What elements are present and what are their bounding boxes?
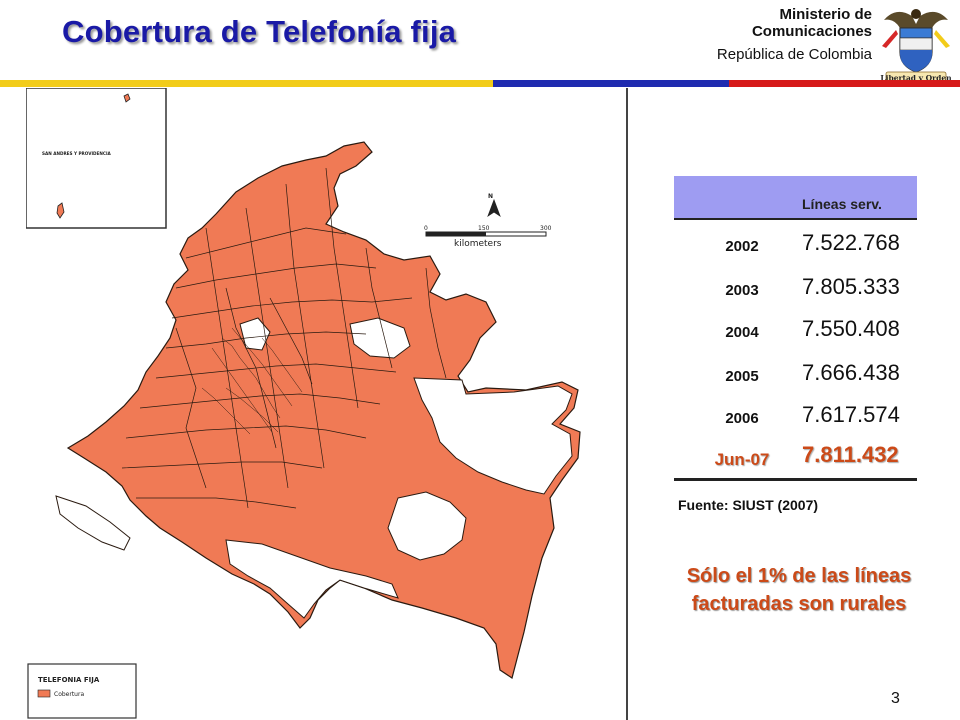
header-bar-yellow bbox=[0, 80, 493, 87]
page-number: 3 bbox=[891, 690, 900, 707]
table-row-value: 7.522.768 bbox=[802, 230, 900, 255]
table-row: 2002 7.522.768 bbox=[674, 222, 917, 266]
table-row-year: 2003 bbox=[725, 282, 759, 299]
uncovered-area-east bbox=[413, 377, 573, 495]
table-row: 2005 7.666.438 bbox=[674, 352, 917, 396]
table-row: 2004 7.550.408 bbox=[674, 308, 917, 352]
rural-note: Sólo el 1% de las líneas facturadas son … bbox=[660, 562, 938, 618]
uncovered-area-pacific bbox=[55, 495, 131, 551]
table-row-year: 2006 bbox=[725, 410, 759, 427]
seal-motto: Libertad y Orden bbox=[880, 74, 952, 83]
island-inset-label: SAN ANDRES Y PROVIDENCIA bbox=[42, 151, 112, 156]
municipal-borders bbox=[121, 167, 447, 509]
scale-tick-0: 0 bbox=[424, 225, 428, 232]
rural-note-line2: facturadas son rurales bbox=[691, 593, 907, 615]
legend-swatch bbox=[37, 689, 51, 698]
north-label: N bbox=[488, 193, 493, 200]
table-row: 2003 7.805.333 bbox=[674, 266, 917, 310]
dense-borders bbox=[201, 327, 303, 435]
table-row: 2006 7.617.574 bbox=[674, 394, 917, 438]
coat-of-arms-icon: Libertad y Orden bbox=[880, 9, 952, 84]
table-header: Líneas serv. bbox=[674, 176, 917, 220]
ministry-line1: Ministerio de bbox=[779, 6, 872, 23]
header-bar-red bbox=[729, 80, 960, 87]
uncovered-area-south bbox=[387, 491, 467, 561]
legend-item-label: Cobertura bbox=[54, 691, 84, 698]
map-legend: TELEFONIA FIJA Cobertura bbox=[27, 663, 137, 719]
table-row-value: 7.666.438 bbox=[802, 360, 900, 385]
table-row-value: 7.617.574 bbox=[802, 402, 900, 427]
scale-bar: 0 150 300 kilometers bbox=[424, 225, 552, 249]
table-row-year: Jun-07 bbox=[714, 450, 770, 469]
table-bottom-rule bbox=[674, 478, 917, 481]
ministry-line2: Comunicaciones bbox=[751, 23, 872, 40]
legend-title: TELEFONIA FIJA bbox=[38, 676, 100, 684]
rural-note-line1: Sólo el 1% de las líneas bbox=[686, 565, 912, 587]
uncovered-area-amazon bbox=[225, 539, 399, 619]
table-row-year: 2002 bbox=[725, 238, 759, 255]
table-row-value: 7.805.333 bbox=[802, 274, 900, 299]
island-providencia bbox=[123, 93, 131, 103]
island-inset-frame bbox=[26, 88, 167, 229]
page-title: Cobertura de Telefonía fija bbox=[62, 14, 457, 49]
ministry-block: Ministerio de Comunicaciones República d… bbox=[717, 6, 872, 63]
scale-tick-300: 300 bbox=[540, 225, 552, 232]
table-row-year: 2005 bbox=[725, 368, 759, 385]
table-header-label: Líneas serv. bbox=[802, 196, 882, 212]
coverage-map: SAN ANDRES Y PROVIDENCIA bbox=[26, 88, 628, 720]
north-arrow-icon: N bbox=[487, 193, 501, 218]
table-row-year: 2004 bbox=[725, 324, 759, 341]
colombia-map: SAN ANDRES Y PROVIDENCIA bbox=[26, 88, 581, 719]
scale-tick-150: 150 bbox=[478, 225, 490, 232]
table-row-value: 7.811.432 bbox=[802, 442, 899, 467]
republic-label: República de Colombia bbox=[716, 46, 872, 63]
table-row-value: 7.550.408 bbox=[802, 316, 900, 341]
uncovered-area-llanos bbox=[349, 317, 411, 359]
table-row-highlight: Jun-07 7.811.432 bbox=[674, 434, 917, 478]
scale-unit-label: kilometers bbox=[454, 239, 502, 249]
island-san-andres bbox=[56, 202, 65, 219]
header-bar-blue bbox=[493, 80, 729, 87]
source-note: Fuente: SIUST (2007) bbox=[678, 497, 819, 513]
